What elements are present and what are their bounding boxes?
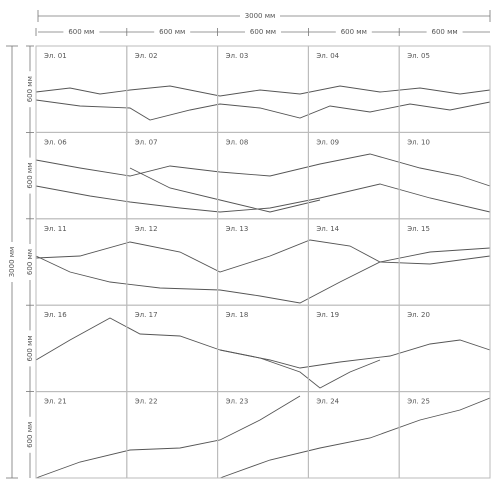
panel-label: Эл. 16	[44, 311, 67, 319]
panel-label: Эл. 23	[226, 398, 249, 406]
panel-label: Эл. 14	[316, 225, 339, 233]
panel-label: Эл. 03	[226, 52, 249, 60]
label-bg	[63, 27, 100, 37]
label-bg	[25, 330, 35, 367]
row-height: 600 мм	[26, 422, 34, 448]
label-bg	[25, 157, 35, 194]
panel	[398, 391, 491, 479]
panel-label: Эл. 25	[407, 398, 430, 406]
label-bg	[245, 27, 281, 37]
panel-label: Эл. 20	[407, 311, 430, 319]
panel-grid: Эл. 01 Эл. 02 Эл. 03 Эл. 04 Эл. 05 Эл. 06 Эл. …	[35, 45, 491, 479]
label-bg	[426, 27, 463, 37]
panel-label: Эл. 22	[135, 398, 158, 406]
row-height: 600 мм	[26, 76, 34, 102]
label-bg	[240, 11, 280, 21]
label-bg	[154, 27, 191, 37]
column-width: 600 мм	[341, 28, 367, 36]
panel-label: Эл. 04	[316, 52, 339, 60]
row-height: 600 мм	[26, 249, 34, 275]
panel-label: Эл. 05	[407, 52, 430, 60]
panel-label: Эл. 12	[135, 225, 158, 233]
panel-label: Эл. 08	[226, 138, 249, 146]
column-width: 600 мм	[159, 28, 185, 36]
panel-label: Эл. 15	[407, 225, 430, 233]
row-height: 600 мм	[26, 335, 34, 361]
panel-label: Эл. 17	[135, 311, 158, 319]
total-width: 3000 мм	[245, 12, 276, 20]
label-bg	[25, 71, 35, 108]
total-height: 3000 мм	[8, 247, 16, 278]
panel-label: Эл. 11	[44, 225, 67, 233]
panel-label: Эл. 24	[316, 398, 339, 406]
panel-label: Эл. 09	[316, 138, 339, 146]
panel-label: Эл. 06	[44, 138, 67, 146]
panel-label: Эл. 19	[316, 311, 339, 319]
wave-lines	[35, 85, 491, 479]
label-bg	[7, 242, 17, 282]
dimension-lines	[6, 10, 491, 479]
panel-label: Эл. 02	[135, 52, 158, 60]
label-bg	[25, 244, 35, 280]
panel-label: Эл. 13	[226, 225, 249, 233]
panel-label: Эл. 07	[135, 138, 158, 146]
panel-label: Эл. 01	[44, 52, 67, 60]
label-bg	[335, 27, 372, 37]
column-width: 600 мм	[432, 28, 458, 36]
panel-label: Эл. 21	[44, 398, 67, 406]
column-width: 600 мм	[68, 28, 94, 36]
panel-label: Эл. 10	[407, 138, 430, 146]
panel-label: Эл. 18	[226, 311, 249, 319]
label-bg	[25, 416, 35, 453]
column-width: 600 мм	[250, 28, 276, 36]
row-height: 600 мм	[26, 163, 34, 189]
